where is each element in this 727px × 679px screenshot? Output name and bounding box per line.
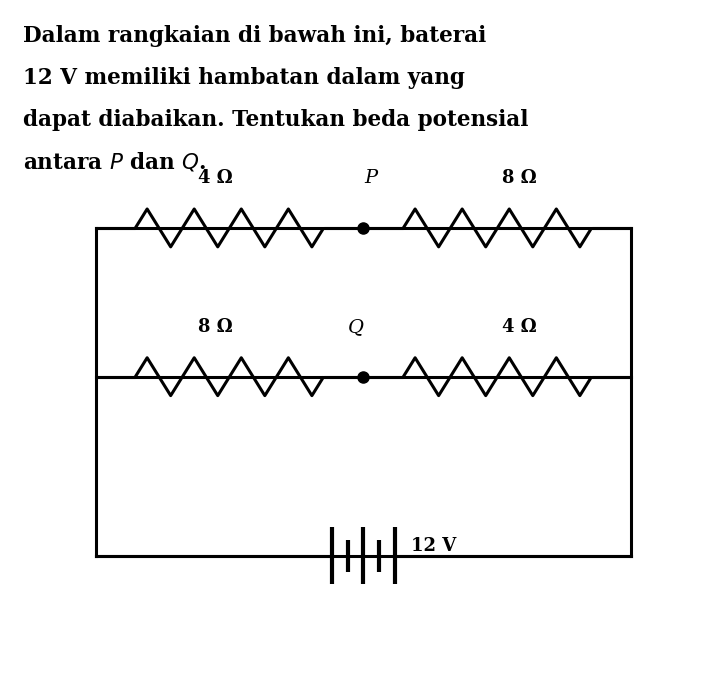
Text: 12 V: 12 V — [411, 536, 456, 555]
Text: 8 Ω: 8 Ω — [502, 169, 537, 187]
Text: Q: Q — [348, 318, 364, 336]
Text: antara $P$ dan $Q$.: antara $P$ dan $Q$. — [23, 151, 206, 174]
Text: 12 V memiliki hambatan dalam yang: 12 V memiliki hambatan dalam yang — [23, 67, 465, 89]
Text: dapat diabaikan. Tentukan beda potensial: dapat diabaikan. Tentukan beda potensial — [23, 109, 529, 131]
Text: 4 Ω: 4 Ω — [502, 318, 537, 336]
Text: Dalam rangkaian di bawah ini, baterai: Dalam rangkaian di bawah ini, baterai — [23, 25, 486, 47]
Text: 8 Ω: 8 Ω — [198, 318, 233, 336]
Text: 4 Ω: 4 Ω — [198, 169, 233, 187]
Text: P: P — [364, 169, 377, 187]
